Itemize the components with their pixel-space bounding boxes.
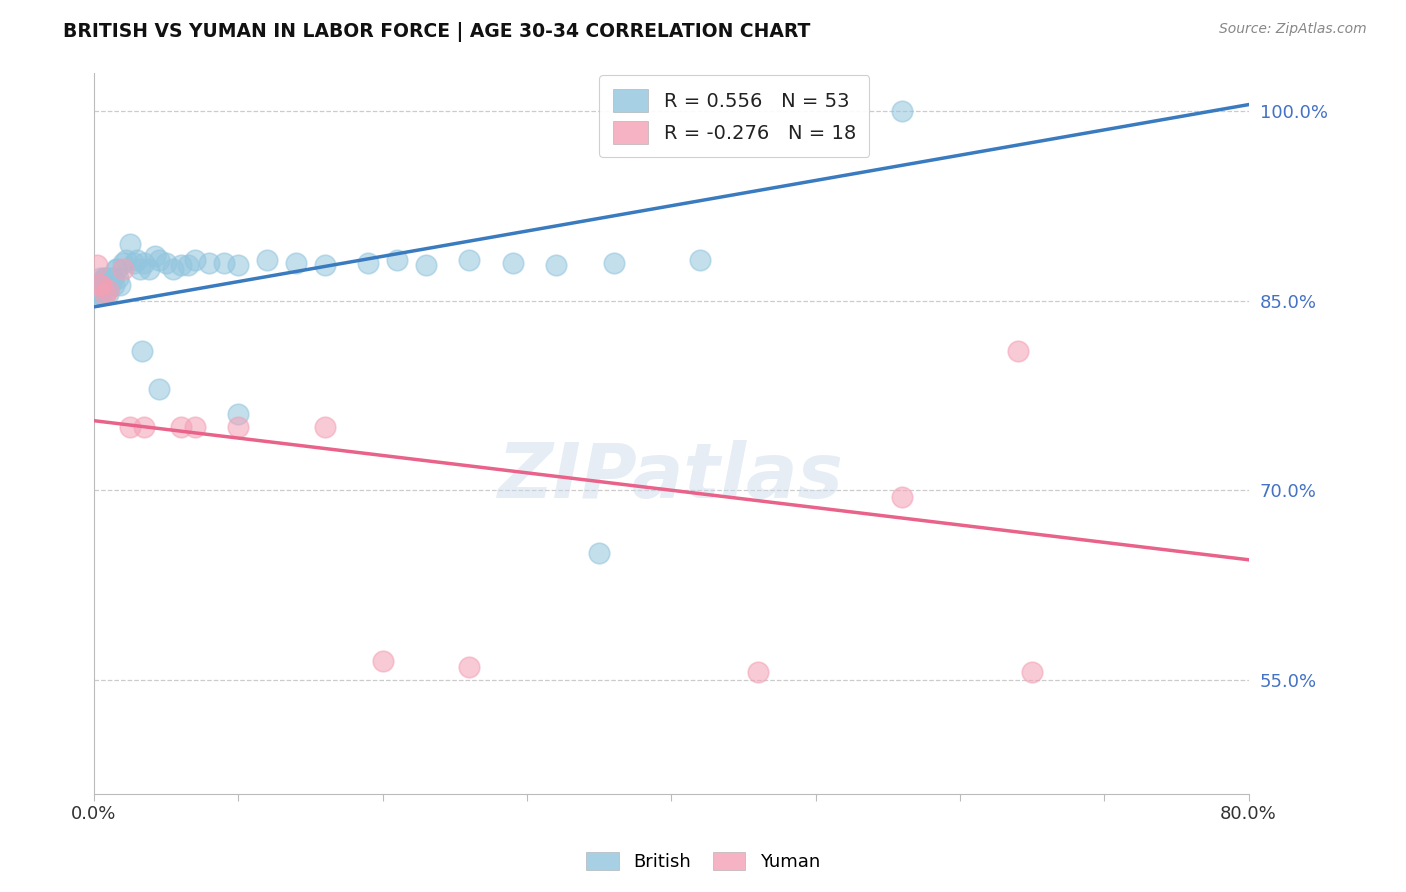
Point: [101, 270, 124, 285]
Point: [86, 288, 108, 302]
Point: [134, 255, 156, 269]
Point: [90, 278, 112, 293]
Point: [114, 253, 136, 268]
Point: [91, 284, 114, 298]
Point: [256, 253, 278, 268]
Point: [689, 253, 711, 268]
Point: [385, 253, 408, 268]
Point: [177, 258, 200, 272]
Point: [502, 255, 524, 269]
Point: [93, 270, 115, 285]
Point: [96, 270, 118, 285]
Point: [169, 258, 191, 272]
Point: [100, 270, 122, 285]
Point: [226, 408, 249, 422]
Point: [184, 253, 207, 268]
Point: [1007, 344, 1029, 359]
Point: [148, 382, 170, 396]
Point: [111, 255, 134, 269]
Point: [162, 262, 184, 277]
Point: [155, 255, 177, 269]
Point: [90, 287, 112, 301]
Point: [544, 258, 567, 272]
Point: [184, 420, 207, 434]
Point: [105, 262, 128, 277]
Point: [118, 420, 141, 434]
Point: [588, 546, 610, 560]
Text: Source: ZipAtlas.com: Source: ZipAtlas.com: [1219, 22, 1367, 37]
Point: [97, 284, 120, 298]
Point: [89, 278, 111, 293]
Point: [87, 284, 110, 298]
Text: ZIPatlas: ZIPatlas: [498, 440, 844, 514]
Point: [111, 262, 134, 277]
Point: [357, 255, 380, 269]
Point: [314, 258, 336, 272]
Point: [93, 278, 115, 293]
Point: [602, 255, 624, 269]
Point: [107, 270, 129, 285]
Point: [148, 253, 170, 268]
Point: [226, 420, 249, 434]
Point: [98, 278, 121, 293]
Point: [415, 258, 437, 272]
Point: [143, 249, 166, 263]
Point: [94, 287, 117, 301]
Point: [89, 287, 111, 301]
Point: [891, 103, 914, 118]
Text: BRITISH VS YUMAN IN LABOR FORCE | AGE 30-34 CORRELATION CHART: BRITISH VS YUMAN IN LABOR FORCE | AGE 30…: [63, 22, 811, 42]
Point: [97, 287, 120, 301]
Point: [124, 255, 146, 269]
Point: [131, 344, 153, 359]
Point: [212, 255, 235, 269]
Point: [891, 490, 914, 504]
Point: [458, 660, 481, 674]
Point: [169, 420, 191, 434]
Point: [118, 236, 141, 251]
Point: [127, 253, 149, 268]
Point: [129, 262, 152, 277]
Point: [90, 278, 112, 293]
Point: [1021, 665, 1043, 680]
Point: [94, 287, 117, 301]
Point: [97, 278, 120, 293]
Point: [94, 270, 117, 285]
Point: [138, 262, 160, 277]
Point: [134, 420, 156, 434]
Point: [86, 258, 108, 272]
Legend: British, Yuman: British, Yuman: [579, 845, 827, 879]
Point: [103, 278, 125, 293]
Point: [314, 420, 336, 434]
Point: [285, 255, 308, 269]
Point: [226, 258, 249, 272]
Point: [198, 255, 221, 269]
Point: [458, 253, 481, 268]
Legend: R = 0.556   N = 53, R = -0.276   N = 18: R = 0.556 N = 53, R = -0.276 N = 18: [599, 76, 869, 157]
Point: [89, 270, 111, 285]
Point: [747, 665, 769, 680]
Point: [108, 278, 131, 293]
Point: [104, 262, 127, 277]
Point: [96, 278, 118, 293]
Point: [371, 654, 394, 668]
